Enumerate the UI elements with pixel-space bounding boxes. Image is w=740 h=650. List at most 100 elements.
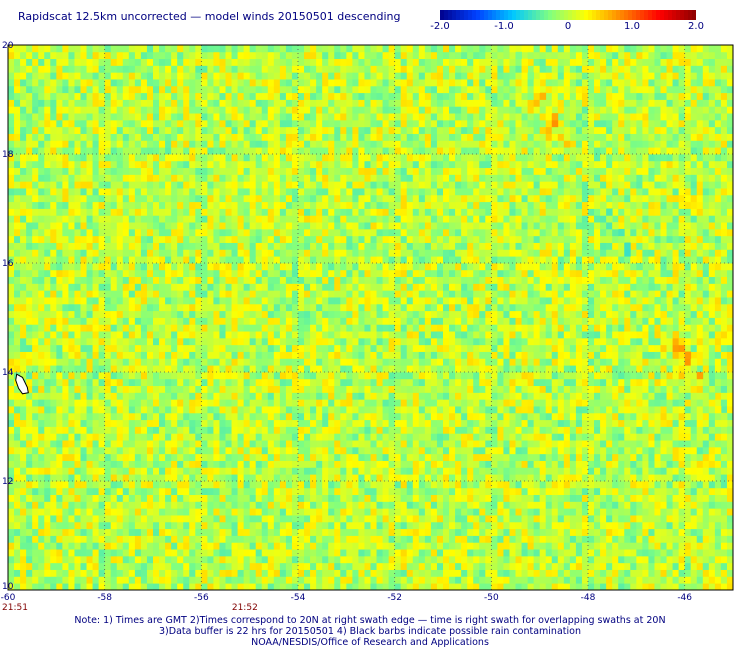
- wind-cell: [660, 290, 667, 298]
- wind-cell: [714, 344, 722, 352]
- wind-cell: [678, 290, 686, 298]
- wind-cell: [690, 303, 698, 312]
- wind-cell: [720, 372, 728, 380]
- wind-cell: [726, 392, 734, 400]
- wind-cell: [672, 283, 680, 291]
- wind-cell: [690, 331, 698, 339]
- colorbar-step: [552, 10, 557, 20]
- wind-cell: [708, 337, 716, 346]
- wind-cell: [702, 344, 710, 352]
- colorbar-step: [560, 10, 565, 20]
- colorbar-step: [640, 10, 645, 20]
- wind-cell: [678, 269, 686, 278]
- wind-cell: [720, 290, 728, 298]
- wind-cell: [648, 276, 655, 284]
- colorbar-step: [512, 10, 517, 20]
- wind-cell: [702, 276, 710, 284]
- wind-cell: [696, 358, 704, 366]
- wind-cell: [672, 276, 680, 284]
- wind-cell: [696, 331, 704, 339]
- wind-cell: [642, 256, 649, 264]
- colorbar-step: [652, 10, 657, 20]
- wind-cell: [696, 276, 704, 284]
- wind-cell: [702, 324, 710, 332]
- wind-cell: [702, 358, 710, 366]
- wind-cell: [702, 297, 710, 305]
- wind-cell: [702, 351, 710, 359]
- wind-cell: [726, 385, 734, 393]
- wind-cell: [714, 249, 722, 257]
- wind-cell: [696, 256, 704, 264]
- wind-cell: [684, 249, 692, 257]
- wind-cell: [660, 297, 667, 305]
- wind-cell: [636, 249, 643, 257]
- colorbar-step: [508, 10, 513, 20]
- wind-cell: [666, 283, 673, 291]
- wind-cell: [696, 303, 704, 312]
- wind-cell: [696, 337, 704, 346]
- wind-cell: [726, 406, 734, 414]
- wind-cell: [684, 303, 692, 312]
- wind-cell: [666, 249, 673, 257]
- wind-cell: [714, 310, 722, 318]
- colorbar-step: [628, 10, 633, 20]
- wind-cell: [708, 249, 716, 257]
- wind-cell: [696, 324, 704, 332]
- colorbar-step: [564, 10, 569, 20]
- colorbar-step: [648, 10, 653, 20]
- wind-cell: [684, 297, 692, 305]
- colorbar-step: [604, 10, 609, 20]
- colorbar-step: [600, 10, 605, 20]
- wind-cell: [702, 256, 710, 264]
- wind-cell: [726, 412, 734, 421]
- wind-cell: [690, 310, 698, 318]
- colorbar-step: [572, 10, 577, 20]
- wind-cell: [720, 337, 728, 346]
- wind-cell: [702, 303, 710, 312]
- wind-cell: [696, 297, 704, 305]
- wind-cell: [660, 276, 667, 284]
- wind-cell: [690, 297, 698, 305]
- wind-cell: [690, 283, 698, 291]
- colorbar-step: [664, 10, 669, 20]
- colorbar-step: [588, 10, 593, 20]
- wind-cell: [702, 337, 710, 346]
- wind-cell: [684, 310, 692, 318]
- wind-cell: [726, 337, 734, 346]
- wind-cell: [696, 351, 704, 359]
- swath-cells: [8, 45, 734, 591]
- colorbar-step: [524, 10, 529, 20]
- wind-cell: [696, 344, 704, 352]
- colorbar-step: [440, 10, 445, 20]
- wind-cell: [714, 392, 722, 400]
- wind-cell: [720, 365, 728, 373]
- wind-cell: [702, 283, 710, 291]
- wind-cell: [690, 263, 698, 271]
- wind-cell: [720, 344, 728, 352]
- wind-cell: [648, 249, 655, 257]
- wind-cell: [678, 317, 686, 325]
- wind-cell: [660, 249, 667, 257]
- wind-cell: [702, 317, 710, 325]
- wind-cell: [720, 385, 728, 393]
- wind-cell: [690, 290, 698, 298]
- wind-cell: [696, 283, 704, 291]
- wind-cell: [720, 269, 728, 278]
- colorbar-step: [676, 10, 681, 20]
- wind-cell: [654, 249, 661, 257]
- wind-cell: [708, 276, 716, 284]
- colorbar-step: [536, 10, 541, 20]
- wind-cell: [672, 324, 680, 332]
- colorbar-step: [496, 10, 501, 20]
- wind-cell: [684, 317, 692, 325]
- colorbar-tick-label: 1.0: [624, 21, 640, 32]
- wind-cell: [708, 358, 716, 366]
- wind-cell: [714, 351, 722, 359]
- colorbar-step: [616, 10, 621, 20]
- wind-cell: [672, 249, 680, 257]
- colorbar-step: [624, 10, 629, 20]
- wind-cell: [672, 269, 680, 278]
- colorbar-step: [532, 10, 537, 20]
- wind-cell: [714, 269, 722, 278]
